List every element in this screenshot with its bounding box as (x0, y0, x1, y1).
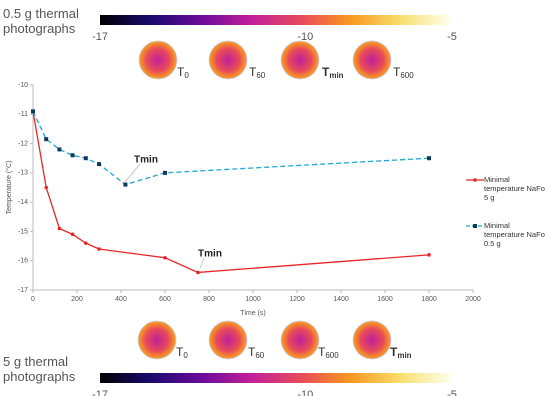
legend-label: Minimal temperature NaFo 0.5 g (484, 221, 545, 248)
photo-label-sub: min (397, 351, 411, 360)
photo-label-main: T (322, 65, 330, 79)
y-tick-label: -12 (18, 140, 28, 147)
x-tick-label: 1600 (377, 296, 393, 303)
thermal-photo (138, 40, 178, 80)
x-tick-label: 800 (203, 296, 215, 303)
photo-label-sub: 60 (256, 71, 265, 80)
marker (44, 185, 48, 190)
photo-label: T0 (176, 345, 188, 360)
legend-label: Minimal temperature NaFo 5 g (484, 175, 545, 202)
marker (97, 162, 101, 167)
photo-label: Tmin (390, 345, 412, 360)
marker (31, 109, 35, 114)
photo-label-sub: 0 (184, 71, 189, 80)
marker (123, 182, 128, 187)
thermal-photo (280, 40, 320, 80)
marker (70, 232, 75, 237)
photo-label-main: T (390, 345, 398, 359)
colorbar (100, 15, 452, 25)
marker (97, 247, 101, 251)
photo-label: T60 (248, 345, 265, 360)
photo-label-main: T (249, 65, 257, 79)
thermal-photo (137, 320, 177, 360)
legend-marker (473, 224, 477, 228)
marker (427, 253, 431, 257)
y-tick-label: -11 (18, 111, 28, 118)
photo-label-sub: 60 (255, 351, 264, 360)
x-axis-label: Time (s) (240, 310, 265, 317)
series-line (32, 111, 430, 186)
x-tick-label: 0 (31, 296, 35, 303)
photo-label-main: T (248, 345, 256, 359)
colorbar (100, 373, 452, 383)
x-tick-label: 1000 (245, 296, 261, 303)
photo-label-main: T (318, 345, 326, 359)
marker (44, 137, 49, 142)
photo-label: T600 (318, 345, 339, 360)
y-tick-label: -14 (18, 199, 28, 206)
photo-label-sub: min (329, 71, 343, 80)
annotation-leader (199, 257, 205, 269)
x-tick-label: 600 (159, 296, 171, 303)
x-tick-label: 1200 (289, 296, 305, 303)
marker (163, 170, 167, 175)
legend-marker (473, 178, 477, 182)
photo-label-sub: 0 (183, 351, 188, 360)
colorbar-tick-label: -5 (447, 389, 457, 396)
x-tick-label: 1400 (333, 296, 349, 303)
marker (196, 270, 200, 275)
series-line (32, 111, 430, 274)
annotation: Tmin (134, 155, 158, 166)
y-axis-label: Temperature (°C) (5, 161, 13, 215)
photo-label: T600 (393, 65, 414, 80)
marker (57, 226, 62, 231)
photo-label: T0 (177, 65, 189, 80)
marker (70, 153, 75, 158)
marker (84, 241, 88, 245)
marker (57, 147, 62, 152)
colorbar-tick-label: -5 (447, 31, 457, 43)
photo-label-main: T (176, 345, 184, 359)
y-tick-label: -15 (18, 228, 28, 235)
thermal-photo (352, 320, 392, 360)
marker (163, 255, 167, 260)
photo-label-sub: 600 (400, 71, 414, 80)
x-tick-label: 200 (71, 296, 83, 303)
bottom-title: 5 g thermal photographs (3, 354, 76, 384)
colorbar-tick-label: -17 (92, 31, 108, 43)
photo-label-sub: 600 (325, 351, 339, 360)
photo-label: Tmin (322, 65, 344, 80)
colorbar-tick-label: -10 (297, 389, 313, 396)
x-tick-label: 400 (115, 296, 127, 303)
colorbar-tick-label: -17 (92, 389, 108, 396)
x-tick-label: 1800 (421, 296, 437, 303)
annotation-leader (124, 163, 141, 183)
x-tick-label: 2000 (465, 296, 481, 303)
top-title: 0.5 g thermal photographs (3, 6, 79, 36)
thermal-photo (208, 320, 248, 360)
y-tick-label: -16 (18, 258, 28, 265)
marker (83, 156, 88, 161)
colorbar-tick-label: -10 (297, 31, 313, 43)
thermal-photo (280, 320, 320, 360)
photo-label: T60 (249, 65, 266, 80)
annotation: Tmin (198, 249, 222, 260)
thermal-photo (208, 40, 248, 80)
photo-label-main: T (177, 65, 185, 79)
thermal-photo (352, 40, 392, 80)
y-tick-label: -17 (18, 287, 28, 294)
y-tick-label: -10 (18, 82, 28, 89)
y-tick-label: -13 (18, 170, 28, 177)
photo-label-main: T (393, 65, 401, 79)
marker (427, 156, 431, 161)
